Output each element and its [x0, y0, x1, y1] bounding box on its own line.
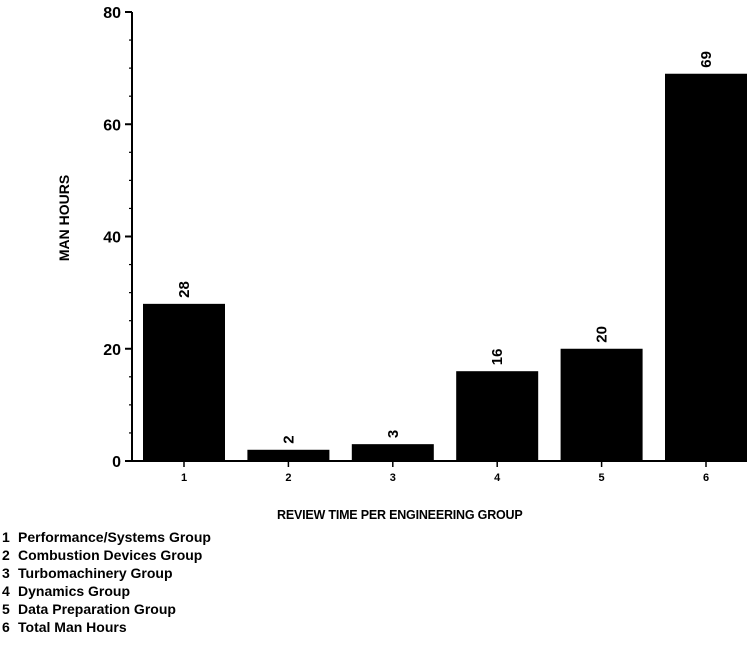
data-labels: 28 2 3 16 20 69 [176, 51, 715, 444]
bar [143, 303, 225, 461]
x-tick-label: 6 [703, 472, 709, 484]
y-tick-label: 0 [112, 454, 121, 471]
x-tick-label: 3 [390, 472, 396, 484]
legend-item-label: Dynamics Group [18, 583, 131, 599]
data-label: 28 [176, 281, 193, 298]
legend-item: 6 Total Man Hours [2, 618, 211, 636]
legend-item-number: 5 [2, 601, 10, 617]
axes: 0 20 40 60 80 1 2 3 4 5 6 [103, 5, 747, 484]
legend-item-number: 6 [2, 619, 10, 635]
x-tick-label: 5 [599, 472, 605, 484]
data-label: 69 [698, 51, 715, 68]
legend-item-label: Total Man Hours [18, 619, 127, 635]
data-label: 16 [489, 349, 506, 366]
x-axis-title: REVIEW TIME PER ENGINEERING GROUP [277, 508, 523, 522]
y-tick-label: 80 [103, 5, 121, 22]
data-label: 20 [594, 326, 611, 343]
legend-item: 5 Data Preparation Group [2, 600, 211, 618]
bar [456, 371, 539, 461]
y-tick-label: 20 [103, 342, 121, 359]
legend-item-label: Turbomachinery Group [18, 565, 173, 581]
x-tick-label: 4 [494, 472, 501, 484]
legend-item: 1 Performance/Systems Group [2, 528, 211, 546]
legend-item-number: 1 [2, 529, 10, 545]
bar-chart: 0 20 40 60 80 1 2 3 4 5 6 28 2 3 16 20 69 MAN HOURS [56, 5, 747, 484]
bar [247, 449, 330, 461]
bar [351, 444, 434, 461]
legend-item-number: 3 [2, 565, 10, 581]
bar [560, 348, 643, 461]
bars [143, 73, 747, 462]
y-tick-label: 40 [103, 230, 121, 247]
legend: 1 Performance/Systems Group 2 Combustion De… [2, 528, 211, 636]
legend-item-number: 2 [2, 547, 10, 563]
legend-item-label: Combustion Devices Group [18, 547, 203, 563]
legend-item: 3 Turbomachinery Group [2, 564, 211, 582]
data-label: 3 [385, 430, 402, 438]
x-tick-label: 2 [285, 472, 291, 484]
legend-item-number: 4 [2, 583, 10, 599]
data-label: 2 [280, 435, 297, 443]
legend-item: 2 Combustion Devices Group [2, 546, 211, 564]
y-tick-label: 60 [103, 117, 121, 134]
x-tick-label: 1 [181, 472, 187, 484]
y-axis-title: MAN HOURS [56, 175, 72, 261]
legend-item: 4 Dynamics Group [2, 582, 211, 600]
bar [665, 73, 747, 462]
legend-item-label: Performance/Systems Group [18, 529, 211, 545]
legend-item-label: Data Preparation Group [18, 601, 176, 617]
